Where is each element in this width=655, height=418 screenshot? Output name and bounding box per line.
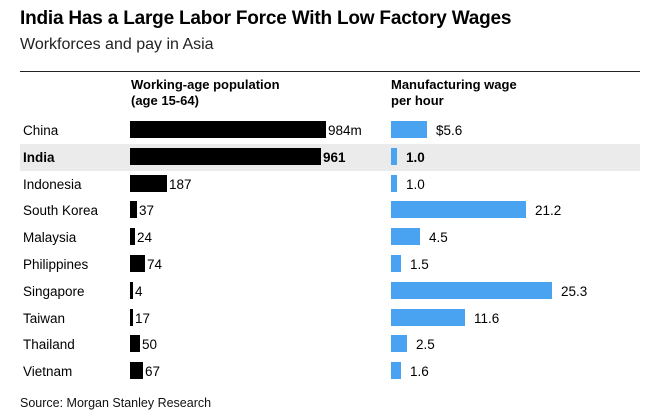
population-value-label: 67 <box>145 364 161 380</box>
chart-title: India Has a Large Labor Force With Low F… <box>20 8 512 29</box>
population-bar <box>130 147 321 165</box>
population-bar <box>130 121 326 138</box>
wage-bar <box>391 201 526 219</box>
country-label: Singapore <box>23 283 85 299</box>
wage-value-label: 4.5 <box>429 230 448 246</box>
country-label: India <box>23 149 55 165</box>
population-value-label: 984m <box>328 123 362 138</box>
population-bar <box>130 281 133 299</box>
country-label: Indonesia <box>23 176 82 192</box>
population-column-header: Working-age population (age 15-64) <box>131 77 280 109</box>
wage-column-header: Manufacturing wage per hour <box>391 77 517 109</box>
population-header-line-2: (age 15-64) <box>131 93 199 108</box>
wage-bar <box>391 147 397 165</box>
population-value-label: 17 <box>135 310 151 326</box>
wage-bar <box>391 121 427 138</box>
population-bar <box>130 335 140 353</box>
population-value-label: 961 <box>323 149 346 165</box>
wage-header-line-1: Manufacturing wage <box>391 77 517 92</box>
population-bar <box>130 228 135 246</box>
table-row: Taiwan 17 11.6 <box>20 305 640 332</box>
table-row: Singapore 4 25.3 <box>20 278 640 305</box>
country-label: Vietnam <box>23 364 73 380</box>
population-value-label: 4 <box>135 283 143 299</box>
wage-value-label: 1.0 <box>406 149 425 165</box>
population-bar <box>130 255 145 272</box>
population-bar <box>130 308 133 326</box>
wage-bar <box>391 335 407 353</box>
wage-bar <box>391 308 465 326</box>
population-bar <box>130 362 143 380</box>
wage-bar <box>391 174 397 192</box>
wage-header-line-2: per hour <box>391 93 444 108</box>
source-note: Source: Morgan Stanley Research <box>20 396 212 410</box>
wage-value-label: 2.5 <box>416 337 435 353</box>
wage-bar <box>391 228 420 246</box>
wage-value-label: 11.6 <box>474 310 500 326</box>
country-label: South Korea <box>23 203 99 219</box>
wage-bar <box>391 255 401 272</box>
wage-bar <box>391 362 401 380</box>
wage-value-label: 25.3 <box>561 283 588 299</box>
population-bar <box>130 201 137 219</box>
country-label: Malaysia <box>23 230 77 246</box>
population-header-line-1: Working-age population <box>131 77 280 92</box>
population-bar <box>130 174 167 192</box>
wage-value-label: 1.0 <box>406 176 425 192</box>
chart-subtitle: Workforces and pay in Asia <box>20 36 214 53</box>
population-value-label: 74 <box>147 257 163 272</box>
country-label: Philippines <box>23 257 89 272</box>
wage-value-label: 1.6 <box>410 364 429 380</box>
table-row: China 984m $5.6 <box>20 117 640 144</box>
table-row: Malaysia 24 4.5 <box>20 224 640 251</box>
table-row: India 961 1.0 <box>20 143 640 171</box>
wage-value-label: 1.5 <box>410 257 429 272</box>
country-label: Taiwan <box>23 310 66 326</box>
country-label: China <box>23 123 59 138</box>
table-row: Indonesia 187 1.0 <box>20 171 640 198</box>
population-value-label: 37 <box>139 203 155 219</box>
table-row: Philippines 74 1.5 <box>20 251 640 278</box>
table-row: Vietnam 67 1.6 <box>20 358 640 385</box>
wage-value-label: $5.6 <box>436 123 463 138</box>
country-label: Thailand <box>23 337 75 353</box>
header-rule <box>20 71 640 72</box>
table-row: South Korea 37 21.2 <box>20 197 640 224</box>
population-value-label: 187 <box>169 176 192 192</box>
wage-value-label: 21.2 <box>535 203 562 219</box>
table-row: Thailand 50 2.5 <box>20 331 640 358</box>
population-value-label: 50 <box>142 337 158 353</box>
population-value-label: 24 <box>137 230 153 246</box>
wage-bar <box>391 281 552 299</box>
